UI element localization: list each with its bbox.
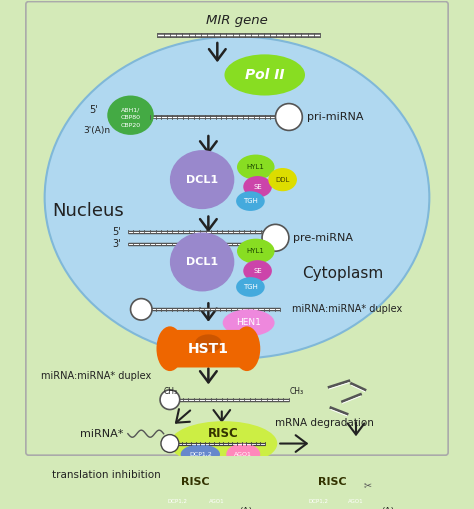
Ellipse shape — [146, 469, 243, 509]
Text: HYL1: HYL1 — [247, 164, 264, 170]
Text: CH₃: CH₃ — [164, 387, 178, 396]
Ellipse shape — [170, 421, 277, 466]
Text: miRNA:miRNA* duplex: miRNA:miRNA* duplex — [41, 372, 151, 381]
Circle shape — [161, 435, 179, 453]
Text: SE: SE — [253, 184, 262, 190]
Ellipse shape — [243, 260, 272, 281]
Text: (A)n: (A)n — [240, 507, 258, 509]
Text: CBP80: CBP80 — [120, 116, 140, 121]
Ellipse shape — [156, 326, 183, 371]
Circle shape — [142, 483, 158, 499]
Text: ✂: ✂ — [363, 480, 371, 491]
Ellipse shape — [233, 326, 260, 371]
Ellipse shape — [69, 485, 103, 509]
Text: RISC: RISC — [208, 427, 239, 440]
FancyBboxPatch shape — [164, 330, 252, 367]
Text: pre-miRNA: pre-miRNA — [293, 233, 353, 243]
Ellipse shape — [237, 239, 274, 264]
Ellipse shape — [226, 443, 260, 465]
Ellipse shape — [236, 191, 265, 211]
Ellipse shape — [340, 492, 372, 509]
Text: DDL: DDL — [275, 177, 290, 183]
Text: MIR gene: MIR gene — [206, 14, 268, 27]
Ellipse shape — [236, 277, 265, 297]
Ellipse shape — [170, 233, 234, 292]
Text: 5': 5' — [90, 105, 98, 115]
Circle shape — [275, 103, 302, 130]
Text: miRNA:miRNA* duplex: miRNA:miRNA* duplex — [292, 304, 402, 315]
Text: pri-miRNA: pri-miRNA — [307, 112, 363, 122]
Text: HST1: HST1 — [188, 342, 229, 356]
Text: 5': 5' — [113, 227, 121, 237]
Text: 3': 3' — [113, 239, 121, 249]
Circle shape — [130, 299, 152, 320]
Ellipse shape — [268, 168, 297, 191]
Text: mRNA degradation: mRNA degradation — [275, 418, 374, 428]
Text: miRNA*: miRNA* — [81, 429, 124, 439]
Text: DCL1: DCL1 — [186, 257, 218, 267]
Text: HEN1: HEN1 — [236, 318, 261, 327]
Ellipse shape — [301, 493, 337, 509]
Text: CBP20: CBP20 — [120, 124, 141, 128]
Text: Cytoplasm: Cytoplasm — [302, 266, 383, 281]
Text: AGO1: AGO1 — [209, 499, 224, 504]
Text: translation inhibition: translation inhibition — [52, 470, 161, 480]
Ellipse shape — [157, 493, 197, 509]
Text: CH₃: CH₃ — [290, 387, 304, 396]
Text: DCP1,2: DCP1,2 — [309, 499, 328, 504]
Text: 3'(A)n: 3'(A)n — [83, 126, 110, 135]
Text: (A)n: (A)n — [381, 507, 400, 509]
Ellipse shape — [181, 444, 220, 464]
Ellipse shape — [195, 334, 222, 352]
Text: Nucleus: Nucleus — [52, 202, 124, 220]
Circle shape — [262, 224, 289, 251]
Text: HYL1: HYL1 — [247, 248, 264, 254]
Circle shape — [160, 390, 180, 410]
FancyBboxPatch shape — [26, 2, 448, 455]
Text: DCP1,2: DCP1,2 — [189, 452, 212, 457]
Text: Pol II: Pol II — [245, 68, 284, 82]
Text: TGH: TGH — [243, 284, 258, 290]
Text: AGO1: AGO1 — [348, 499, 364, 504]
Text: DCP1,2: DCP1,2 — [167, 499, 187, 504]
Text: ABH1/: ABH1/ — [121, 107, 140, 112]
Ellipse shape — [201, 492, 233, 509]
Ellipse shape — [107, 96, 154, 135]
Ellipse shape — [45, 37, 429, 358]
Text: DCL1: DCL1 — [186, 175, 218, 185]
Text: TGH: TGH — [243, 198, 258, 204]
Circle shape — [287, 483, 303, 499]
Text: SE: SE — [253, 268, 262, 274]
Ellipse shape — [243, 176, 272, 197]
Text: AGO1: AGO1 — [234, 452, 252, 457]
Ellipse shape — [237, 155, 274, 180]
Text: RISC: RISC — [181, 477, 209, 487]
Text: RISC: RISC — [319, 477, 347, 487]
Ellipse shape — [170, 150, 234, 209]
Ellipse shape — [223, 309, 274, 336]
Ellipse shape — [225, 54, 305, 96]
Ellipse shape — [292, 470, 381, 509]
